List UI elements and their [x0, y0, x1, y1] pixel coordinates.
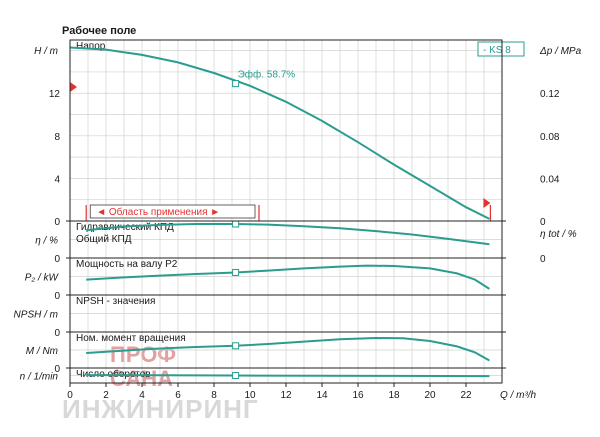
y-axis-label-left: H / m	[34, 46, 58, 57]
panel-name-secondary: Общий КПД	[76, 233, 132, 245]
x-tick-label: 14	[316, 390, 328, 401]
x-tick-label: 12	[280, 390, 292, 401]
chart-panels: Напор H / m Δp / MPa 0 4 8 12 0 0.04 0.08 0.12 - KS…	[14, 41, 582, 383]
y-axis-label-left: n / 1/min	[20, 372, 59, 383]
efficiency-point-marker	[232, 80, 240, 88]
x-tick-label: 0	[67, 390, 73, 401]
range-start-marker	[70, 82, 77, 92]
y-tick-left: 8	[54, 132, 60, 143]
y-axis-label-left: M / Nm	[26, 346, 58, 357]
series-line-head	[69, 46, 490, 220]
x-tick-label: 6	[175, 390, 181, 401]
y-tick-left: 0	[54, 217, 60, 228]
panel-npsh: NPSH - значения NPSH / m 0	[14, 296, 156, 339]
chart-axes: 0 2 4 6 8 10 12 14 16 18 20 22 Q / m³/h	[66, 39, 537, 401]
x-tick-label: 22	[460, 390, 472, 401]
panel-name: Мощность на валу P2	[76, 259, 178, 270]
operating-point-marker	[232, 342, 240, 350]
y-axis-label-left: η / %	[35, 236, 58, 247]
panel-name: NPSH - значения	[76, 296, 155, 307]
watermark-logo: ПРОФ САНА ИНЖИНИРИНГ	[62, 342, 259, 424]
range-label-box	[89, 204, 256, 219]
y-tick-right: 0.04	[540, 174, 560, 185]
range-end-marker	[483, 198, 491, 208]
x-tick-label: 4	[139, 390, 145, 401]
efficiency-label: Эфф. 58.7%	[238, 69, 296, 81]
panel-name: Ном. момент вращения	[76, 333, 186, 344]
y-tick-right: 0	[540, 254, 546, 265]
chart-title: Рабочее поле	[62, 25, 136, 37]
y-axis-label-left: NPSH / m	[14, 310, 58, 321]
panel-speed: Число оборотов n / 1/min	[20, 368, 490, 383]
x-tick-label: 20	[424, 390, 436, 401]
operating-point-marker	[232, 268, 240, 276]
x-tick-label: 18	[388, 390, 400, 401]
series-line-speed	[86, 374, 490, 378]
series-line-power	[86, 264, 490, 290]
x-tick-label: 8	[211, 390, 217, 401]
watermark-line3: ИНЖИНИРИНГ	[62, 394, 259, 424]
legend-entry: - KS 8	[483, 45, 511, 56]
y-axis-label-left: P₂ / kW	[25, 273, 60, 284]
panel-torque: Ном. момент вращения M / Nm 0	[26, 333, 490, 375]
panel-name: Напор	[76, 41, 106, 52]
watermark-line1: ПРОФ	[110, 342, 176, 367]
y-tick-left: 0	[54, 254, 60, 265]
x-tick-label: 2	[103, 390, 109, 401]
y-tick-left: 0	[54, 291, 60, 302]
y-tick-right: 0.12	[540, 89, 560, 100]
y-tick-left: 0	[54, 328, 60, 339]
operating-point-marker	[232, 220, 240, 228]
panel-head: Напор H / m Δp / MPa 0 4 8 12 0 0.04 0.08 0.12 - KS…	[34, 41, 581, 228]
y-tick-left: 4	[54, 174, 60, 185]
series-line-torque	[86, 336, 490, 362]
x-axis-label: Q / m³/h	[500, 390, 537, 401]
legend-box	[477, 41, 525, 57]
x-tick-label: 16	[352, 390, 364, 401]
panel-power: Мощность на валу P2 P₂ / kW 0	[25, 259, 490, 302]
y-tick-right: 0	[540, 217, 546, 228]
y-axis-label-right: η tot / %	[540, 229, 577, 240]
operating-point-marker	[232, 372, 240, 379]
range-label: ◄ Область применения ►	[96, 206, 220, 218]
y-tick-right: 0.08	[540, 132, 560, 143]
y-tick-left: 0	[54, 364, 60, 375]
panel-name: Число оборотов	[76, 368, 151, 380]
y-axis-label-right: Δp / MPa	[539, 46, 582, 57]
y-tick-left: 12	[49, 89, 61, 100]
panel-name: Гидравлический КПД	[76, 222, 174, 233]
x-tick-label: 10	[244, 390, 256, 401]
series-line-efficiency	[86, 223, 490, 246]
